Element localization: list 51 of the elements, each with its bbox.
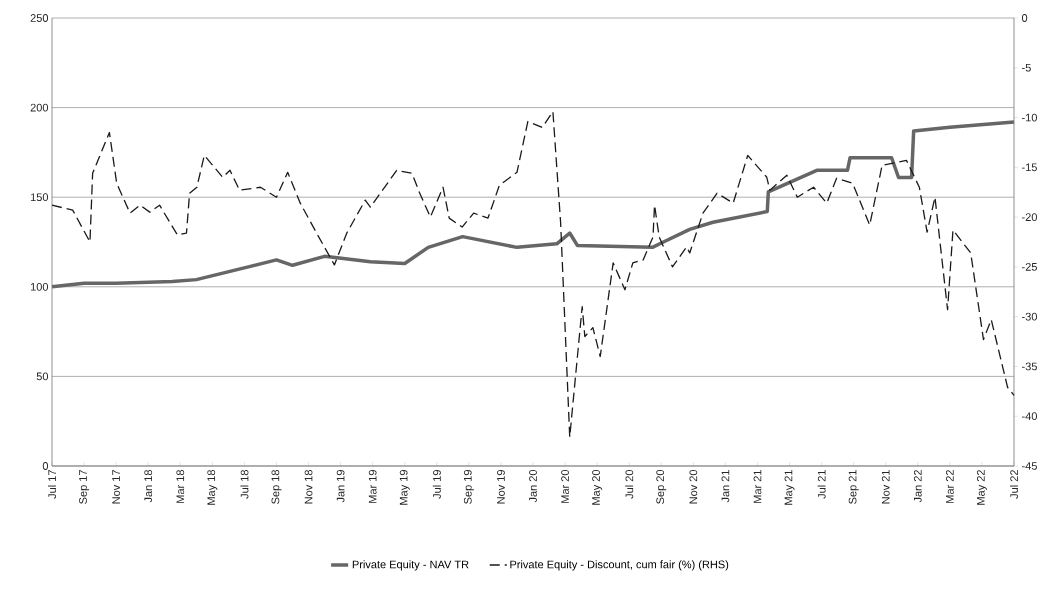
y2-tick-label: -45 bbox=[1022, 462, 1037, 470]
x-tick-label: Jan 19 bbox=[336, 470, 345, 503]
x-tick-label: Nov 18 bbox=[304, 470, 313, 504]
line-series bbox=[50, 120, 1016, 289]
y2-tick-label: -35 bbox=[1022, 362, 1037, 371]
x-tick-label: Nov 17 bbox=[112, 470, 120, 504]
line-series bbox=[51, 110, 1015, 438]
x-tick-label: Nov 19 bbox=[497, 470, 505, 504]
x-tick-label: Nov 21 bbox=[881, 470, 890, 504]
y-tick-label: 150 bbox=[30, 193, 49, 202]
y-tick-label: 0 bbox=[42, 462, 49, 470]
x-tick-label: May 18 bbox=[207, 470, 218, 505]
x-tick-label: Sep 20 bbox=[656, 469, 667, 504]
x-tick-label: Nov 20 bbox=[689, 469, 698, 504]
y-tick-label: 250 bbox=[30, 14, 49, 22]
x-tick-label: Jan 18 bbox=[144, 470, 153, 503]
x-tick-label: Jul 20 bbox=[625, 469, 634, 499]
x-tick-label: May 21 bbox=[784, 470, 795, 505]
x-tick-label: Mar 21 bbox=[753, 470, 762, 503]
y2-tick-label: -30 bbox=[1022, 312, 1037, 321]
y-tick-label: 200 bbox=[30, 103, 49, 112]
x-tick-label: Mar 19 bbox=[368, 470, 377, 503]
x-tick-label: Sep 21 bbox=[848, 470, 859, 504]
x-tick-label: Jul 17 bbox=[47, 470, 57, 499]
y2-tick-label: -40 bbox=[1022, 412, 1037, 421]
x-tick-label: Mar 22 bbox=[945, 470, 954, 503]
x-tick-label: Jul 18 bbox=[240, 470, 249, 499]
legend-label: Private Equity - NAV TR bbox=[352, 560, 469, 571]
x-tick-label: May 22 bbox=[976, 470, 987, 505]
x-tick-label: Jul 19 bbox=[432, 470, 441, 499]
x-tick-label: Jan 21 bbox=[721, 470, 730, 503]
x-tick-label: Sep 17 bbox=[79, 470, 90, 504]
x-tick-label: Mar 18 bbox=[176, 470, 185, 503]
x-tick-label: May 20 bbox=[592, 469, 603, 505]
y-tick-label: 100 bbox=[30, 282, 49, 291]
y2-tick-label: -20 bbox=[1022, 213, 1037, 221]
y2-tick-label: -25 bbox=[1022, 263, 1037, 271]
y2-tick-label: 0 bbox=[1021, 14, 1028, 22]
x-tick-label: Jan 20 bbox=[529, 469, 537, 503]
y-tick-label: 50 bbox=[36, 372, 49, 381]
y2-tick-label: -10 bbox=[1022, 113, 1037, 122]
x-tick-label: Jul 22 bbox=[1009, 470, 1019, 499]
legend-label: Private Equity - Discount, cum fair (%) (RHS) bbox=[510, 560, 729, 571]
x-tick-label: Jul 21 bbox=[817, 470, 826, 499]
x-tick-label: May 19 bbox=[399, 470, 410, 505]
y2-tick-label: -15 bbox=[1022, 163, 1037, 172]
x-tick-label: Sep 19 bbox=[463, 470, 474, 504]
x-tick-label: Mar 20 bbox=[561, 469, 569, 503]
y2-tick-label: -5 bbox=[1022, 63, 1031, 72]
x-tick-label: Sep 18 bbox=[271, 470, 282, 504]
x-tick-label: Jan 22 bbox=[913, 470, 922, 503]
